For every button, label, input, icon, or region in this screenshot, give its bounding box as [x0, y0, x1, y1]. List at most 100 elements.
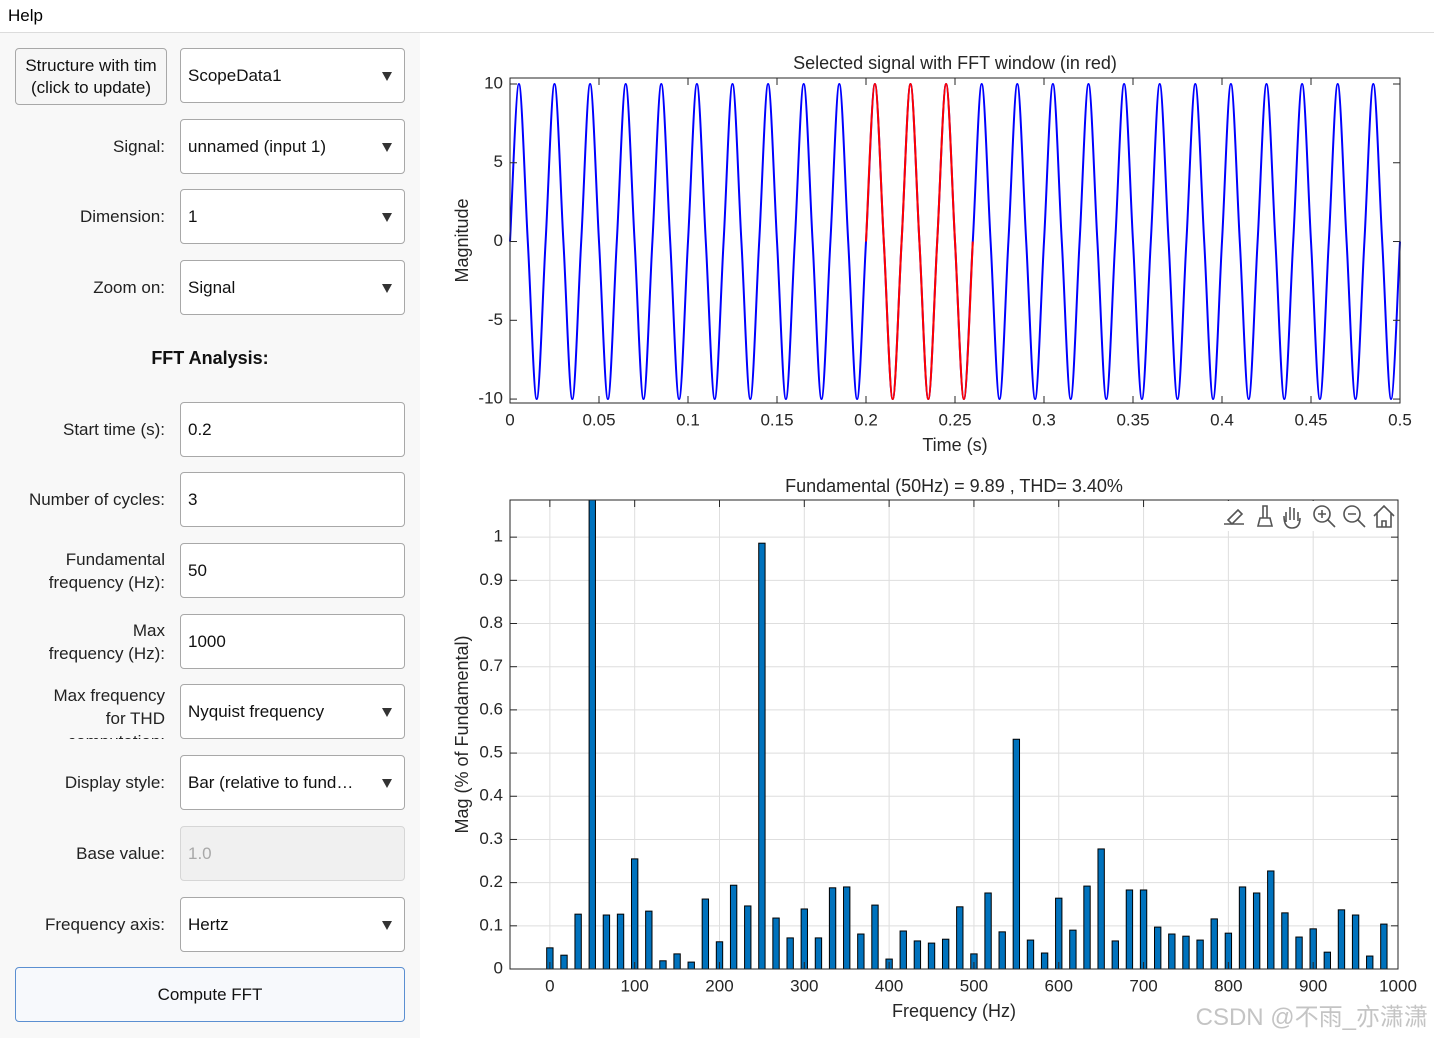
- text-input[interactable]: 1000: [180, 614, 405, 669]
- bar: [1168, 933, 1176, 969]
- x-tick-label: 300: [790, 976, 818, 995]
- y-tick-label: -5: [488, 310, 503, 329]
- y-axis-label: Mag (% of Fundamental): [452, 635, 472, 833]
- bar: [1055, 897, 1063, 969]
- dropdown[interactable]: Bar (relative to fund…: [180, 755, 405, 810]
- bar: [956, 906, 964, 969]
- x-tick-label: 0.45: [1294, 410, 1327, 429]
- label-line: for THD: [105, 709, 165, 728]
- bar: [1380, 923, 1388, 969]
- bar: [1069, 929, 1077, 969]
- label-line: Display style:: [64, 773, 165, 792]
- bar: [1224, 932, 1233, 969]
- y-tick-label: 0: [494, 958, 503, 977]
- bar: [1040, 952, 1049, 969]
- dropdown-arrow: [382, 921, 392, 930]
- structure-button[interactable]: Structure with tim (click to update): [15, 48, 167, 105]
- y-tick-label: 0.6: [479, 699, 503, 718]
- label-line: Signal:: [113, 137, 165, 156]
- dropdown[interactable]: 1: [180, 189, 405, 244]
- x-axis-label: Time (s): [922, 435, 987, 455]
- y-tick-label: 0.3: [479, 829, 503, 848]
- bar: [744, 905, 752, 969]
- x-tick-label: 700: [1129, 976, 1157, 995]
- bar: [659, 960, 667, 969]
- x-tick-label: 1000: [1379, 976, 1417, 995]
- y-axis-label: Magnitude: [452, 198, 472, 282]
- text-input[interactable]: 50: [180, 543, 405, 598]
- dropdown[interactable]: Nyquist frequency: [180, 684, 405, 739]
- y-tick-label: 0: [494, 231, 503, 250]
- x-axis-label: Frequency (Hz): [892, 1001, 1016, 1021]
- menu-bar: Help: [0, 0, 1434, 33]
- bar: [1295, 936, 1303, 969]
- chart-title: Selected signal with FFT window (in red): [793, 53, 1117, 73]
- text-input[interactable]: 3: [180, 472, 405, 527]
- bar: [1012, 738, 1021, 969]
- field-value: Nyquist frequency: [188, 702, 325, 721]
- field-value: unnamed (input 1): [188, 137, 326, 156]
- bar: [1111, 940, 1119, 969]
- bar: [786, 937, 794, 969]
- bar: [814, 937, 823, 969]
- axes-frame: [509, 499, 1399, 970]
- compute-button[interactable]: Compute FFT: [15, 967, 405, 1022]
- x-tick-label: 0.25: [938, 410, 971, 429]
- x-tick-label: 0.05: [582, 410, 615, 429]
- dropdown-value: ScopeData1: [188, 66, 282, 85]
- dropdown[interactable]: ScopeData1: [180, 48, 405, 103]
- bar: [927, 942, 936, 969]
- y-tick-label: 10: [484, 73, 503, 92]
- label-line: Max frequency: [53, 686, 166, 705]
- bar: [630, 858, 639, 969]
- zoom-out-icon: [1343, 505, 1361, 523]
- bar: [1182, 935, 1190, 969]
- field-value: 1: [188, 207, 198, 226]
- y-tick-label: 0.4: [479, 786, 503, 805]
- menu-item[interactable]: Help: [8, 6, 43, 25]
- y-tick-label: 5: [494, 152, 503, 171]
- bar: [1139, 889, 1148, 969]
- x-tick-label: 0.35: [1116, 410, 1149, 429]
- field-value: 0.2: [188, 420, 212, 439]
- label-line: Zoom on:: [93, 278, 165, 297]
- bar: [998, 931, 1006, 969]
- y-tick-label: 0.2: [479, 872, 503, 891]
- y-tick-label: 0.5: [479, 743, 503, 762]
- field-label: Zoom on:: [0, 260, 165, 315]
- bar: [1309, 928, 1317, 969]
- x-tick-label: 0.3: [1032, 410, 1056, 429]
- bar: [602, 914, 611, 969]
- label-line: Start time (s):: [62, 420, 165, 439]
- x-tick-label: 0.15: [760, 410, 793, 429]
- dropdown[interactable]: Hertz: [180, 897, 405, 952]
- bar: [1196, 939, 1204, 969]
- zoom-out-icon: [1348, 513, 1366, 528]
- bar: [687, 961, 695, 969]
- text-input: 1.0: [180, 826, 405, 881]
- bar: [1026, 939, 1035, 969]
- zoom-in-icon: [1313, 505, 1331, 523]
- bar: [560, 954, 568, 969]
- field-label: Start time (s):: [0, 402, 165, 457]
- label-line: Max: [132, 620, 165, 640]
- dropdown[interactable]: Signal: [180, 260, 405, 315]
- bar: [1281, 912, 1289, 969]
- bar: [1323, 951, 1332, 969]
- x-tick-label: 0: [505, 410, 514, 429]
- x-tick-label: 0.1: [676, 410, 700, 429]
- label-line: Base value:: [76, 844, 165, 863]
- field-value: Bar (relative to fund…: [188, 773, 354, 792]
- axes-background: [510, 500, 1398, 969]
- button-text: (click to update): [31, 77, 151, 97]
- bar: [800, 908, 808, 969]
- y-tick-label: -10: [478, 389, 503, 408]
- text-input[interactable]: 0.2: [180, 402, 405, 457]
- x-tick-label: 0.5: [1388, 410, 1412, 429]
- bar: [729, 884, 738, 969]
- axes-toolbar[interactable]: [1218, 501, 1397, 531]
- dropdown[interactable]: unnamed (input 1): [180, 119, 405, 174]
- field-label: Frequency axis:: [0, 897, 165, 952]
